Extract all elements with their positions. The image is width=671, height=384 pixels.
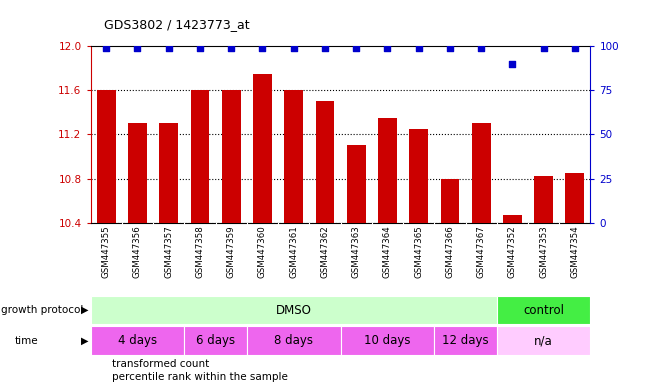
- Text: GSM447355: GSM447355: [102, 225, 111, 278]
- Bar: [285, 90, 303, 223]
- Text: GSM447352: GSM447352: [508, 225, 517, 278]
- Point: [257, 45, 268, 51]
- Bar: [347, 146, 366, 223]
- Text: GSM447365: GSM447365: [414, 225, 423, 278]
- Text: GSM447358: GSM447358: [195, 225, 205, 278]
- Bar: [340, 326, 434, 355]
- Point: [570, 45, 580, 51]
- Point: [101, 45, 111, 51]
- Bar: [315, 101, 334, 223]
- Text: percentile rank within the sample: percentile rank within the sample: [112, 372, 288, 382]
- Bar: [91, 326, 185, 355]
- Point: [476, 45, 486, 51]
- Text: ▶: ▶: [81, 305, 88, 315]
- Text: GSM447354: GSM447354: [570, 225, 579, 278]
- Bar: [534, 176, 553, 223]
- Text: GSM447367: GSM447367: [476, 225, 486, 278]
- Text: n/a: n/a: [534, 334, 553, 347]
- Text: GSM447356: GSM447356: [133, 225, 142, 278]
- Text: control: control: [523, 304, 564, 316]
- Bar: [222, 90, 240, 223]
- Bar: [97, 90, 115, 223]
- Bar: [440, 179, 459, 223]
- Bar: [253, 74, 272, 223]
- Text: GSM447359: GSM447359: [227, 225, 236, 278]
- Text: GSM447363: GSM447363: [352, 225, 360, 278]
- Text: 10 days: 10 days: [364, 334, 411, 347]
- Text: GSM447366: GSM447366: [446, 225, 454, 278]
- Bar: [566, 173, 584, 223]
- Bar: [159, 123, 178, 223]
- Bar: [128, 123, 147, 223]
- Text: DMSO: DMSO: [276, 304, 311, 316]
- Text: GSM447362: GSM447362: [321, 225, 329, 278]
- Text: 6 days: 6 days: [196, 334, 235, 347]
- Point: [132, 45, 143, 51]
- Text: GSM447360: GSM447360: [258, 225, 267, 278]
- Point: [195, 45, 205, 51]
- Point: [507, 61, 518, 67]
- Text: time: time: [15, 336, 38, 346]
- Bar: [472, 123, 491, 223]
- Point: [163, 45, 174, 51]
- Point: [382, 45, 393, 51]
- Text: growth protocol: growth protocol: [1, 305, 84, 315]
- Text: GSM447357: GSM447357: [164, 225, 173, 278]
- Point: [319, 45, 330, 51]
- Point: [289, 45, 299, 51]
- Bar: [503, 215, 522, 223]
- Bar: [247, 326, 341, 355]
- Text: GSM447364: GSM447364: [383, 225, 392, 278]
- Point: [226, 45, 237, 51]
- Bar: [409, 129, 428, 223]
- Text: ▶: ▶: [81, 336, 88, 346]
- Text: transformed count: transformed count: [112, 359, 209, 369]
- Text: GSM447361: GSM447361: [289, 225, 298, 278]
- Text: 4 days: 4 days: [118, 334, 157, 347]
- Text: 8 days: 8 days: [274, 334, 313, 347]
- Bar: [497, 296, 590, 324]
- Bar: [191, 90, 209, 223]
- Bar: [378, 118, 397, 223]
- Point: [444, 45, 455, 51]
- Point: [538, 45, 549, 51]
- Bar: [185, 326, 247, 355]
- Bar: [91, 296, 497, 324]
- Point: [413, 45, 424, 51]
- Text: GSM447353: GSM447353: [539, 225, 548, 278]
- Bar: [497, 326, 590, 355]
- Text: GDS3802 / 1423773_at: GDS3802 / 1423773_at: [104, 18, 250, 31]
- Point: [351, 45, 362, 51]
- Text: 12 days: 12 days: [442, 334, 488, 347]
- Bar: [434, 326, 497, 355]
